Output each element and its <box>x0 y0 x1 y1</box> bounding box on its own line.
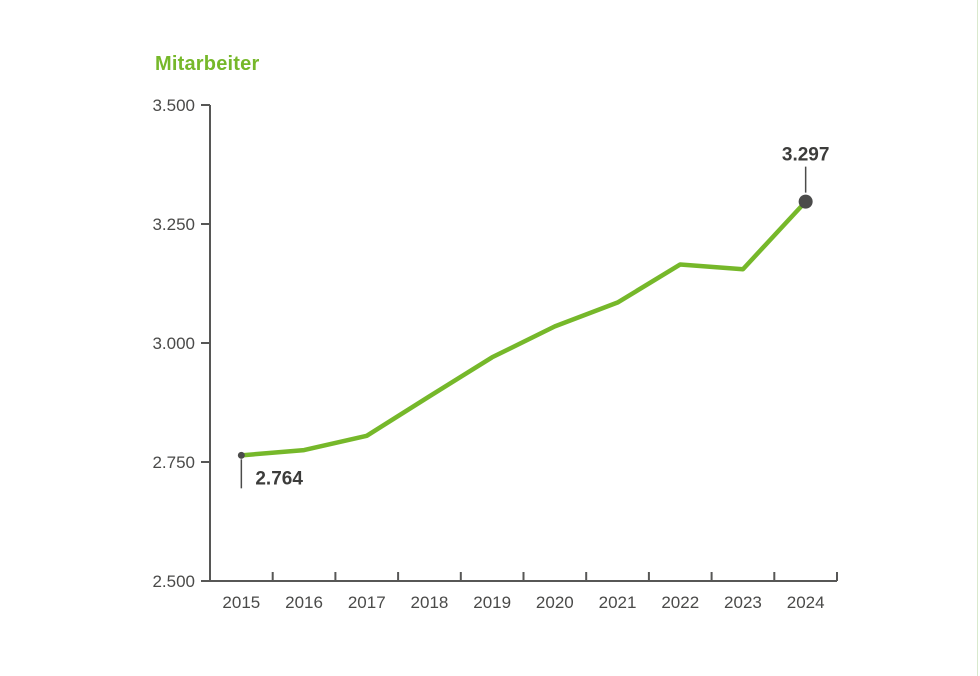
x-axis-tick-label: 2018 <box>411 593 449 612</box>
x-axis-tick-label: 2023 <box>724 593 762 612</box>
chart-title: Mitarbeiter <box>155 53 260 75</box>
x-axis-tick-label: 2016 <box>285 593 323 612</box>
data-line <box>239 199 808 458</box>
y-axis-tick-label: 3.500 <box>152 96 195 115</box>
data-point-label: 3.297 <box>782 145 830 166</box>
screenshot-right-edge-line <box>977 0 978 676</box>
y-axis-tick-label: 3.000 <box>152 334 195 353</box>
data-point-label: 2.764 <box>255 468 303 489</box>
axes <box>209 105 837 582</box>
x-axis-tick-label: 2022 <box>661 593 699 612</box>
data-point-marker <box>798 194 813 209</box>
x-axis-tick-label: 2019 <box>473 593 511 612</box>
y-axis-tick-label: 2.750 <box>152 453 195 472</box>
x-axis-tick-label: 2021 <box>599 593 637 612</box>
x-axis-tick-label: 2024 <box>787 593 825 612</box>
y-axis-tick-label: 2.500 <box>152 572 195 591</box>
y-axis-tick-label: 3.250 <box>152 215 195 234</box>
data-point-marker <box>237 451 245 459</box>
x-axis-tick-label: 2020 <box>536 593 574 612</box>
x-axis-tick-label: 2015 <box>222 593 260 612</box>
x-axis-tick-label: 2017 <box>348 593 386 612</box>
